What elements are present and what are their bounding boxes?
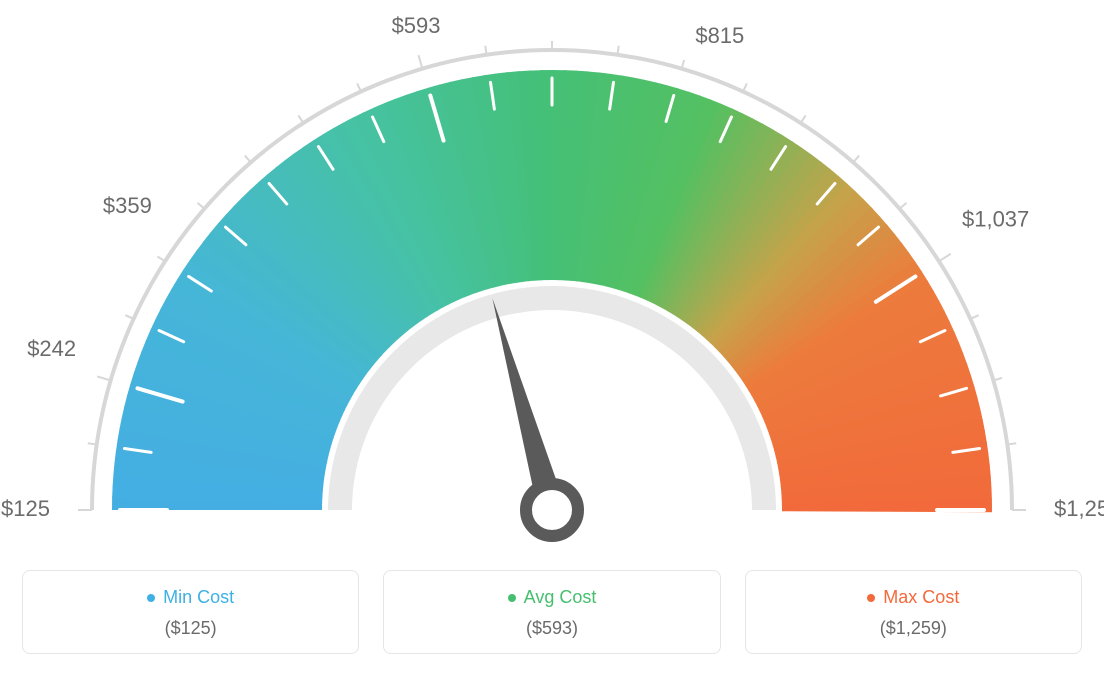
dot-icon bbox=[147, 594, 155, 602]
svg-text:$1,037: $1,037 bbox=[962, 206, 1029, 231]
legend-value-max: ($1,259) bbox=[764, 618, 1063, 639]
legend-card-min: Min Cost ($125) bbox=[22, 570, 359, 654]
svg-text:$593: $593 bbox=[392, 13, 441, 38]
legend-row: Min Cost ($125) Avg Cost ($593) Max Cost… bbox=[22, 570, 1082, 654]
legend-value-min: ($125) bbox=[41, 618, 340, 639]
svg-text:$125: $125 bbox=[1, 496, 50, 521]
legend-title-max: Max Cost bbox=[883, 587, 959, 608]
svg-text:$1,259: $1,259 bbox=[1054, 496, 1104, 521]
legend-title-min: Min Cost bbox=[163, 587, 234, 608]
gauge-chart: $125 $242 $359 $593 $815 $1,037 $1,259 bbox=[0, 0, 1104, 560]
legend-title-avg: Avg Cost bbox=[524, 587, 597, 608]
svg-text:$815: $815 bbox=[695, 23, 744, 48]
svg-text:$242: $242 bbox=[27, 336, 76, 361]
legend-value-avg: ($593) bbox=[402, 618, 701, 639]
legend-card-max: Max Cost ($1,259) bbox=[745, 570, 1082, 654]
dot-icon bbox=[508, 594, 516, 602]
legend-card-avg: Avg Cost ($593) bbox=[383, 570, 720, 654]
svg-text:$359: $359 bbox=[103, 193, 152, 218]
dot-icon bbox=[867, 594, 875, 602]
